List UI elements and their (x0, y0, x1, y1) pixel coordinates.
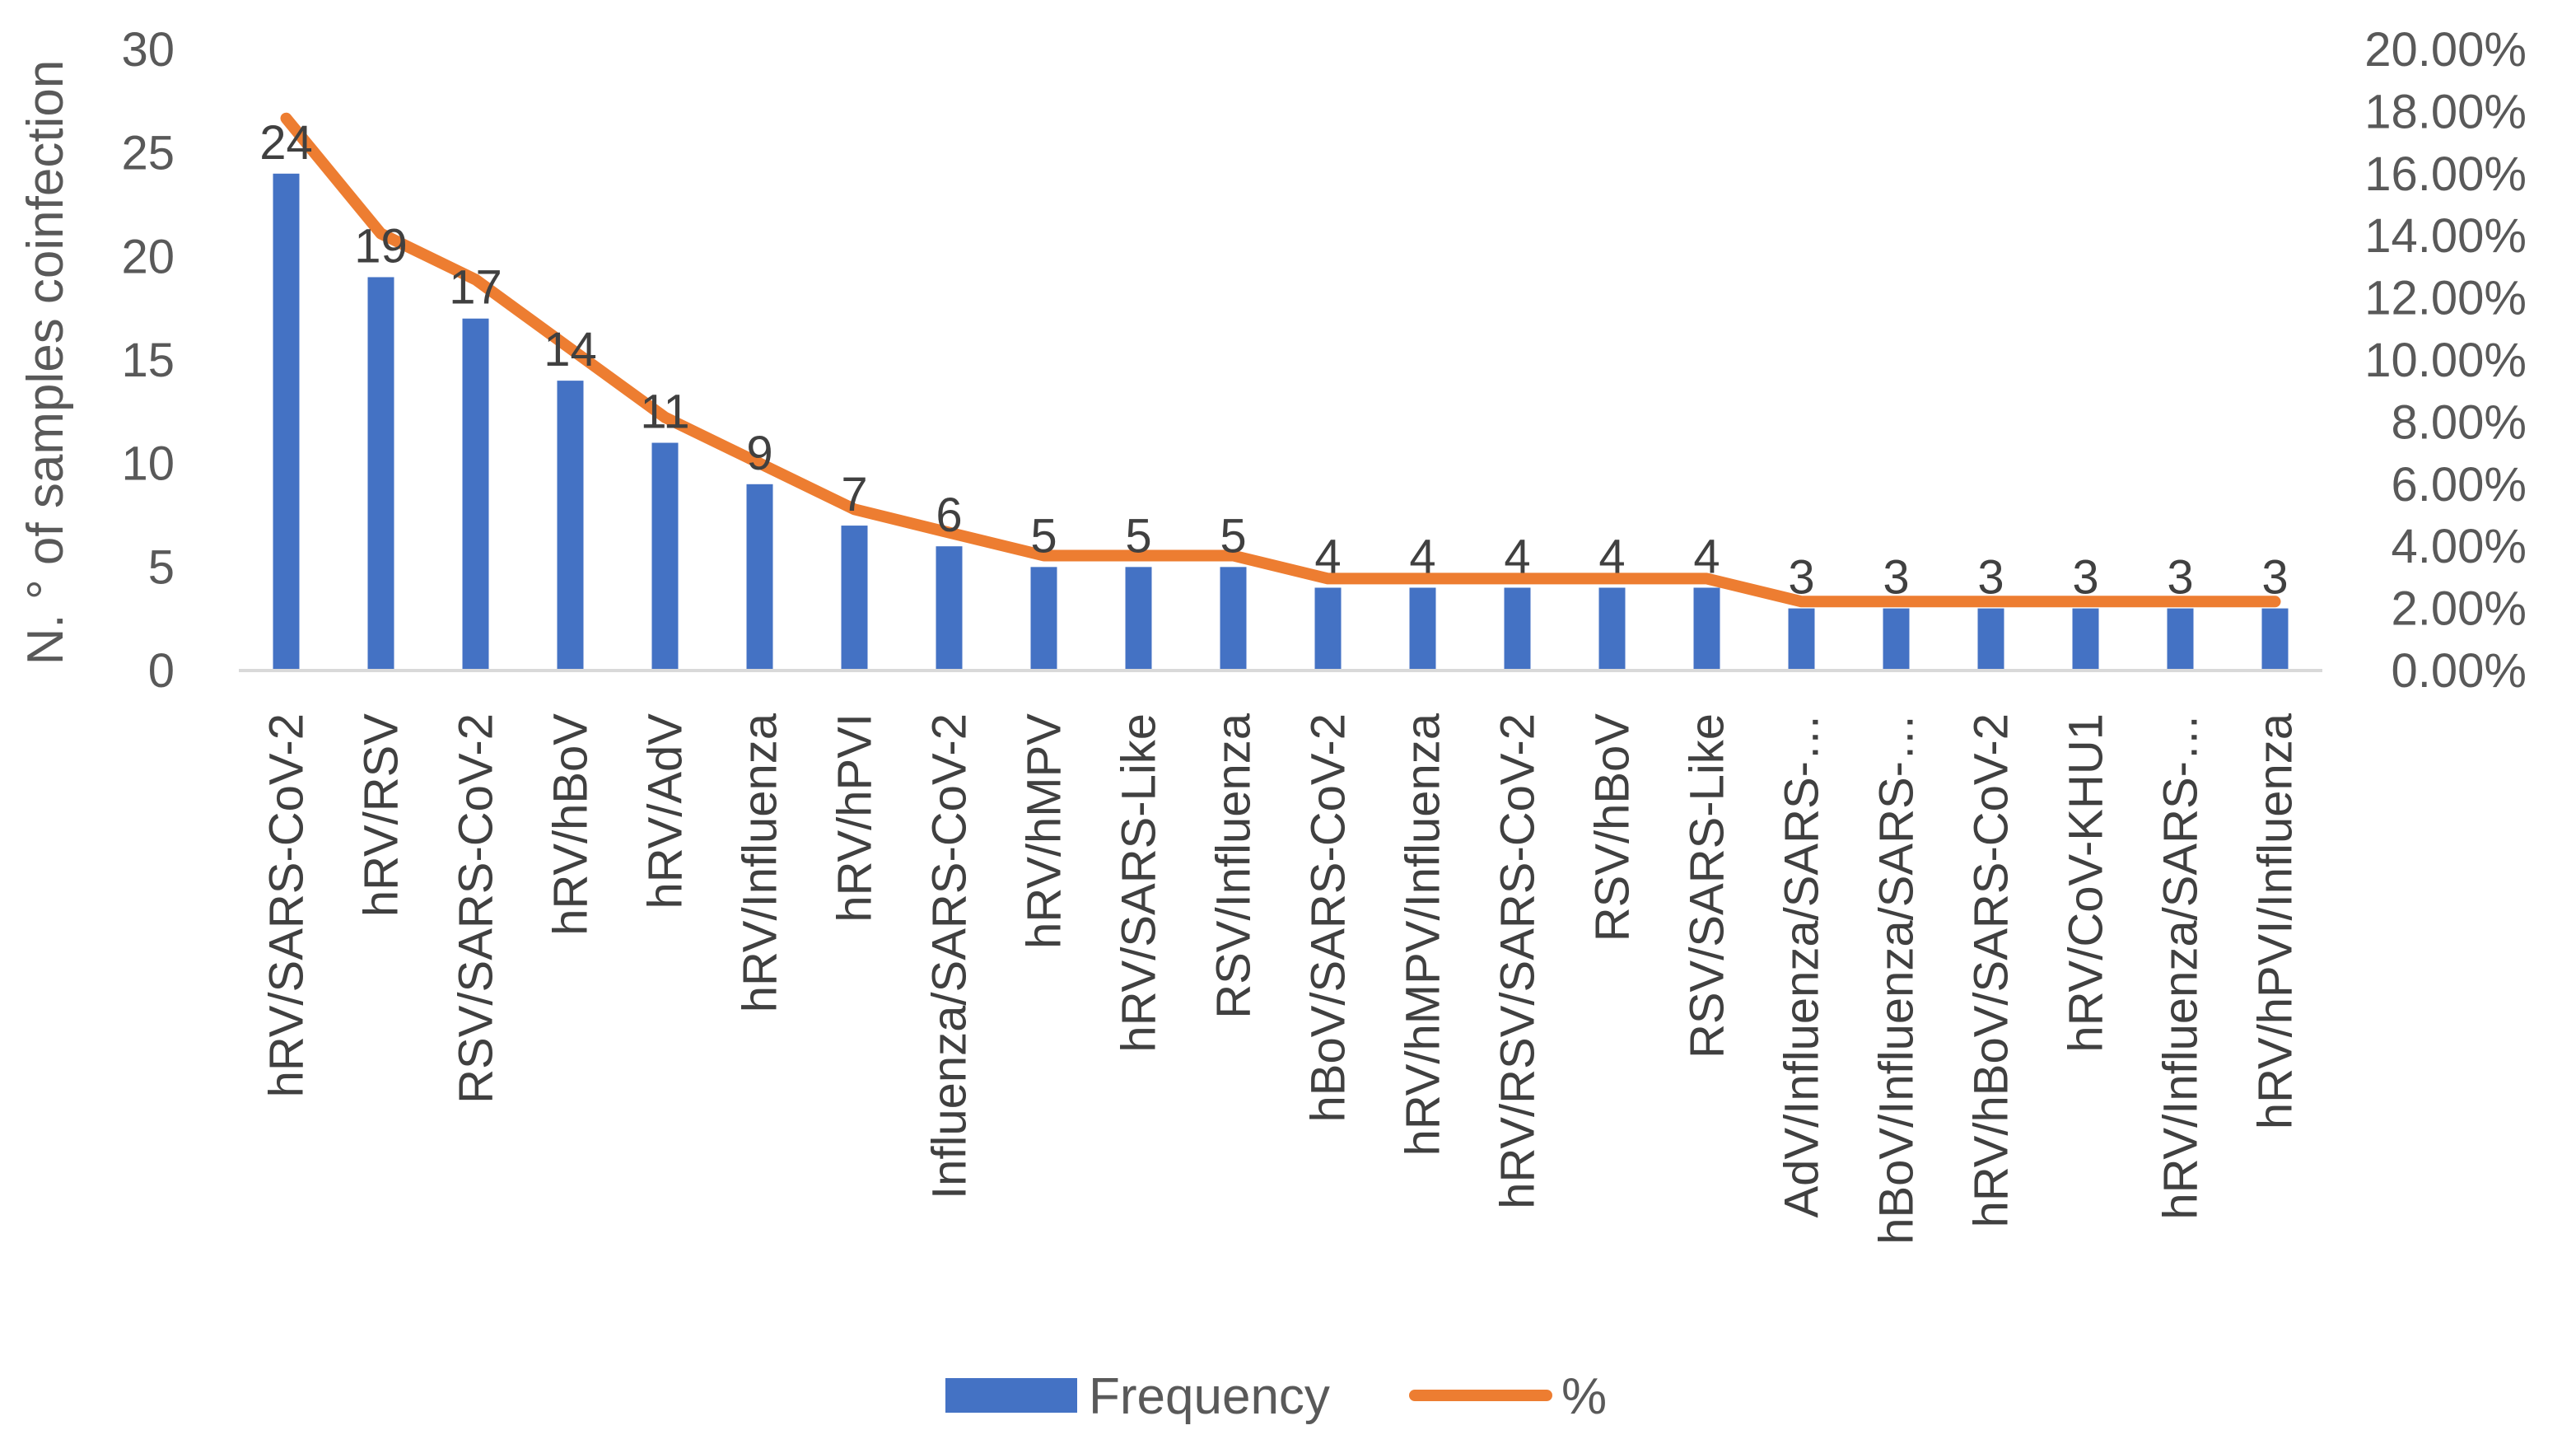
bar-data-label: 4 (1409, 530, 1435, 583)
category-label: hBoV/SARS-CoV-2 (1302, 713, 1356, 1122)
bar (1598, 587, 1626, 671)
bar (2072, 608, 2099, 671)
percent-line (280, 112, 2281, 608)
bar (1788, 608, 1815, 671)
bar (2261, 608, 2289, 671)
bar-data-label: 3 (2167, 551, 2193, 605)
category-label: hRV/AdV (639, 713, 693, 909)
y2-tick-label: 0.00% (2392, 644, 2527, 698)
bar-data-label: 6 (936, 488, 962, 542)
bar (1125, 567, 1152, 671)
y-tick-label: 25 (121, 127, 175, 180)
category-label: RSV/SARS-CoV-2 (450, 713, 503, 1104)
bar-data-label: 5 (1220, 509, 1246, 563)
y2-tick-label: 2.00% (2392, 582, 2527, 636)
frequency-bars (273, 173, 2289, 671)
bar-data-label: 4 (1314, 530, 1341, 583)
category-label: hBoV/Influenza/SARS-… (1870, 713, 1924, 1245)
category-label: hRV/RSV/SARS-CoV-2 (1491, 713, 1545, 1209)
bar (841, 526, 868, 671)
bar-data-label: 7 (841, 468, 867, 521)
category-label: AdV/Influenza/SARS-… (1776, 713, 1829, 1218)
bar-data-label: 3 (2261, 551, 2288, 605)
bar (1977, 608, 2004, 671)
category-label: hRV/Influenza (734, 713, 787, 1012)
category-label: Influenza/SARS-CoV-2 (923, 713, 977, 1199)
bar-data-label: 3 (1788, 551, 1814, 605)
bar (367, 277, 394, 671)
bar-data-labels: 24 19 17 14 11 9 7 6 5 5 5 4 4 4 4 4 3 3 3 3 3 3 (259, 116, 2288, 605)
category-labels: hRV/SARS-CoV-2 hRV/RSV RSV/SARS-CoV-2 hRV/h… (260, 713, 2303, 1245)
category-label: hRV/RSV (355, 713, 408, 917)
y-tick-label: 20 (121, 230, 175, 283)
bar (557, 381, 584, 671)
legend-frequency-swatch (945, 1378, 1077, 1413)
bar (1883, 608, 1910, 671)
bar (1504, 587, 1531, 671)
category-label: hRV/hBoV/SARS-CoV-2 (1965, 713, 2018, 1227)
y2-tick-label: 10.00% (2364, 334, 2527, 387)
y-tick-label: 30 (121, 23, 175, 77)
bar-data-label: 3 (1883, 551, 1909, 605)
category-label: hRV/hPVI/Influenza (2249, 713, 2303, 1129)
category-label: hRV/SARS-CoV-2 (260, 713, 314, 1097)
category-label: hRV/Influenza/SARS-… (2154, 713, 2208, 1220)
legend: Frequency % (945, 1368, 1607, 1425)
right-axis-ticks: 0.00% 2.00% 4.00% 6.00% 8.00% 10.00% 12.00% 14.… (2364, 23, 2527, 698)
y2-tick-label: 18.00% (2364, 85, 2527, 138)
category-label: hRV/SARS-Like (1113, 713, 1166, 1053)
bar (936, 546, 963, 671)
bar-data-label: 9 (746, 427, 772, 480)
y2-tick-label: 16.00% (2364, 147, 2527, 201)
category-label: RSV/hBoV (1586, 713, 1640, 942)
y-tick-label: 0 (148, 644, 175, 698)
bar (1220, 567, 1247, 671)
category-label: RSV/Influenza (1207, 713, 1261, 1019)
category-label: hRV/CoV-KHU1 (2060, 713, 2113, 1053)
bar (1314, 587, 1342, 671)
bar (1693, 587, 1720, 671)
bar-data-label: 3 (2072, 551, 2098, 605)
y2-tick-label: 12.00% (2364, 272, 2527, 325)
category-label: hRV/hMPV (1018, 713, 1071, 949)
bar (651, 442, 679, 671)
bar-data-label: 14 (544, 323, 597, 376)
y2-tick-label: 20.00% (2364, 23, 2527, 77)
bar-data-label: 4 (1504, 530, 1530, 583)
bar-data-label: 17 (449, 261, 502, 315)
bar-data-label: 5 (1125, 509, 1151, 563)
bar-data-label: 5 (1030, 509, 1057, 563)
bar (1409, 587, 1436, 671)
bar (462, 318, 489, 671)
category-label: hRV/hPVI (828, 713, 882, 923)
y-tick-label: 10 (121, 437, 175, 491)
bar-data-label: 19 (354, 219, 408, 273)
bar-data-label: 4 (1598, 530, 1625, 583)
bar (273, 173, 300, 671)
y2-tick-label: 4.00% (2392, 520, 2527, 573)
bar (746, 484, 773, 671)
y2-tick-label: 6.00% (2392, 458, 2527, 512)
bar-data-label: 24 (259, 116, 313, 170)
category-label: hRV/hBoV (544, 713, 598, 936)
bar-data-label: 4 (1693, 530, 1720, 583)
legend-percent-label: % (1561, 1368, 1607, 1425)
y-tick-label: 15 (121, 334, 175, 387)
legend-frequency-label: Frequency (1089, 1368, 1330, 1425)
category-label: hRV/hMPV/Influenza (1397, 713, 1450, 1156)
category-label: RSV/SARS-Like (1681, 713, 1734, 1058)
bar-data-label: 11 (640, 386, 689, 439)
y-tick-label: 5 (148, 540, 175, 594)
y-axis-title: N. ° of samples coinfection (17, 60, 74, 666)
bar-data-label: 3 (1977, 551, 2004, 605)
y2-tick-label: 14.00% (2364, 209, 2527, 263)
left-axis-ticks: 0 5 10 15 20 25 30 (121, 23, 175, 698)
y2-tick-label: 8.00% (2392, 395, 2527, 449)
bar (1030, 567, 1057, 671)
bar (2167, 608, 2194, 671)
